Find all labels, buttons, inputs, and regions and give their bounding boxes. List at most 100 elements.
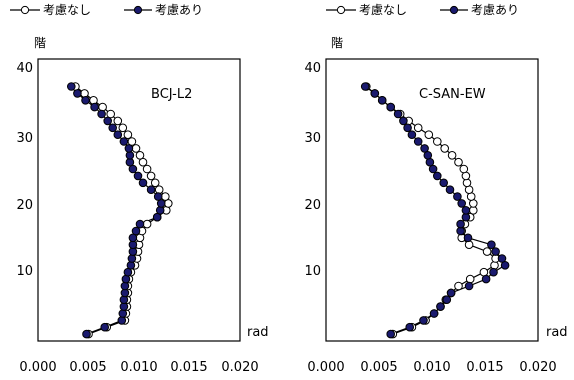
data-point-series-0-floor-8	[454, 281, 463, 291]
data-point-series-1-floor-23	[439, 178, 449, 188]
data-point-series-1-floor-1	[82, 329, 91, 339]
legend-item-series-1: 考慮あり	[440, 3, 519, 17]
data-point-series-1-floor-9	[481, 274, 491, 284]
data-point-series-1-floor-32	[103, 116, 112, 126]
legend-marker-series-0	[20, 5, 30, 15]
data-point-series-1-floor-16	[131, 226, 141, 236]
legend-label-series-0: 考慮なし	[359, 3, 407, 17]
data-point-series-1-floor-27	[125, 151, 135, 160]
x-tick-label: 0.010	[413, 360, 450, 375]
data-point-series-1-floor-6	[442, 295, 452, 305]
legend: 考慮なし 考慮あり	[326, 3, 519, 17]
data-point-series-1-floor-20	[457, 199, 467, 208]
data-point-series-1-floor-30	[113, 130, 123, 139]
data-point-series-1-floor-35	[81, 96, 90, 105]
data-point-series-1-floor-2	[405, 322, 415, 332]
data-point-series-0-floor-31	[413, 123, 423, 133]
data-point-series-1-floor-35	[377, 96, 387, 105]
data-point-series-0-floor-13	[482, 247, 492, 256]
data-point-series-1-floor-4	[118, 309, 128, 318]
y-tick-label: 40	[304, 61, 321, 76]
data-point-series-1-floor-34	[90, 102, 99, 112]
data-point-series-0-floor-24	[146, 171, 156, 181]
y-tick-label: 20	[16, 198, 33, 213]
data-point-series-1-floor-37	[67, 82, 76, 91]
data-point-series-1-floor-10	[489, 267, 498, 277]
chart-panel-bcj-l2: 考慮なし 考慮あり 階 BCJ-L2 10 20 30 40 0.000 0.0…	[10, 3, 269, 375]
data-point-series-0-floor-27	[447, 151, 457, 160]
legend-marker-series-1	[133, 5, 143, 15]
data-point-series-1-floor-21	[453, 192, 462, 201]
data-point-series-0-floor-31	[118, 123, 128, 133]
data-point-series-1-floor-23	[138, 178, 148, 188]
plot-area	[37, 58, 241, 342]
data-point-series-1-floor-25	[428, 164, 438, 174]
plot-area	[325, 58, 539, 342]
data-point-series-0-floor-17	[142, 219, 152, 229]
x-tick-label: 0.005	[360, 360, 397, 375]
data-point-series-1-floor-3	[419, 316, 428, 325]
data-point-series-0-floor-25	[459, 164, 469, 174]
y-axis-label: 階	[34, 35, 46, 50]
data-point-series-1-floor-3	[117, 316, 127, 325]
data-point-series-1-floor-15	[128, 233, 138, 243]
data-point-series-1-floor-22	[146, 185, 156, 194]
x-tick-label: 0.010	[120, 360, 157, 375]
data-point-series-1-floor-12	[497, 254, 507, 263]
data-point-series-1-floor-31	[108, 123, 117, 133]
data-point-series-1-floor-36	[370, 89, 380, 98]
x-axis-label: rad	[247, 325, 269, 340]
data-point-series-1-floor-17	[456, 219, 465, 229]
legend-item-series-1: 考慮あり	[124, 3, 203, 17]
x-tick-label: 0.005	[69, 360, 106, 375]
data-point-series-1-floor-36	[73, 89, 82, 98]
legend-label-series-1: 考慮あり	[155, 3, 203, 17]
data-point-series-0-floor-34	[98, 102, 107, 112]
data-point-series-0-floor-23	[462, 178, 472, 188]
data-point-series-1-floor-21	[153, 192, 163, 201]
y-tick-label: 30	[304, 131, 321, 146]
data-point-series-0-floor-9	[465, 274, 475, 284]
data-point-series-1-floor-22	[445, 185, 455, 194]
x-tick-label: 0.020	[519, 360, 556, 375]
data-point-series-1-floor-31	[403, 123, 412, 133]
data-point-series-0-floor-22	[154, 185, 164, 194]
data-point-series-0-floor-25	[142, 164, 152, 174]
data-point-series-0-floor-29	[433, 137, 442, 146]
y-axis-label: 階	[331, 35, 343, 50]
y-tick-label: 10	[16, 264, 33, 279]
data-point-series-0-floor-36	[80, 89, 89, 98]
x-tick-label: 0.000	[307, 360, 344, 375]
data-point-series-1-floor-29	[413, 137, 423, 146]
data-point-series-1-floor-32	[399, 116, 408, 126]
data-point-series-1-floor-37	[360, 82, 370, 91]
data-point-series-0-floor-23	[150, 178, 160, 188]
data-point-series-1-floor-2	[100, 322, 109, 332]
x-tick-label: 0.020	[221, 360, 258, 375]
data-point-series-1-floor-12	[127, 254, 137, 263]
data-point-series-1-floor-8	[464, 281, 474, 291]
legend-label-series-0: 考慮なし	[43, 3, 91, 17]
data-point-series-1-floor-18	[152, 212, 162, 222]
x-tick-label: 0.015	[170, 360, 207, 375]
chart-panel-c-san-ew: 考慮なし 考慮あり 階 C-SAN-EW 10 20 30 40 0.000 0…	[304, 3, 567, 375]
data-point-series-1-floor-19	[155, 206, 165, 215]
data-point-series-1-floor-28	[420, 144, 429, 153]
data-point-series-1-floor-10	[123, 267, 133, 277]
legend-label-series-1: 考慮あり	[471, 3, 519, 17]
data-point-series-0-floor-26	[138, 157, 148, 167]
data-point-series-1-floor-11	[500, 261, 510, 270]
legend-marker-series-1	[449, 5, 459, 15]
data-point-series-1-floor-27	[423, 151, 433, 160]
legend-marker-series-0	[336, 5, 346, 15]
data-point-series-0-floor-30	[123, 130, 133, 139]
panel-title: C-SAN-EW	[419, 87, 486, 102]
data-point-series-1-floor-7	[446, 288, 456, 298]
data-point-series-0-floor-28	[440, 144, 450, 153]
data-point-series-1-floor-30	[407, 130, 417, 139]
data-point-series-1-floor-33	[97, 109, 106, 119]
data-point-series-0-floor-33	[106, 109, 115, 119]
data-point-series-1-floor-8	[120, 281, 130, 291]
data-point-series-1-floor-24	[133, 171, 143, 181]
data-point-series-0-floor-26	[454, 157, 463, 167]
